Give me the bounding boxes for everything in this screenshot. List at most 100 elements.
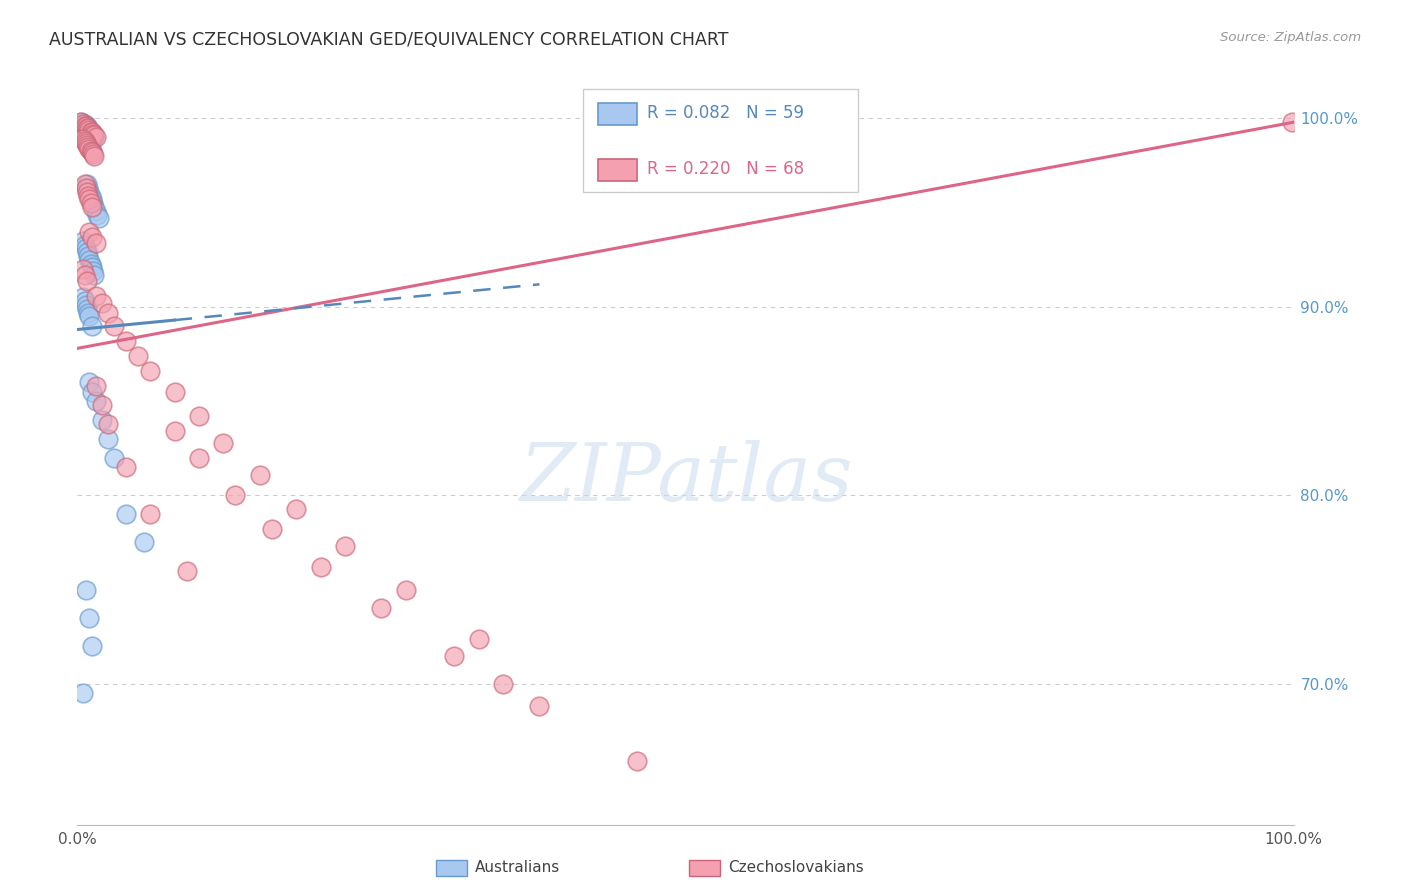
Point — [73, 237, 96, 252]
Point — [75, 119, 97, 133]
Point — [84, 235, 107, 250]
Point — [79, 122, 101, 136]
Point — [79, 252, 101, 267]
Point — [73, 132, 96, 146]
Point — [73, 119, 96, 133]
Point — [188, 409, 211, 424]
Point — [77, 181, 100, 195]
Point — [89, 211, 111, 226]
Point — [529, 699, 551, 714]
Point — [309, 560, 332, 574]
Point — [76, 273, 98, 287]
Point — [77, 188, 100, 202]
Point — [103, 318, 125, 333]
Text: R = 0.082   N = 59: R = 0.082 N = 59 — [647, 104, 804, 122]
Point — [103, 450, 125, 465]
Point — [75, 298, 97, 312]
Point — [188, 450, 211, 465]
Point — [77, 120, 100, 135]
Point — [72, 262, 94, 277]
Point — [139, 507, 162, 521]
Text: ZIPatlas: ZIPatlas — [519, 440, 852, 517]
Point — [80, 384, 103, 399]
Point — [395, 582, 418, 597]
Point — [75, 134, 97, 148]
Point — [77, 249, 100, 263]
Point — [73, 117, 96, 131]
Point — [76, 245, 98, 260]
Point — [467, 632, 489, 646]
Point — [72, 291, 94, 305]
Point — [72, 132, 94, 146]
Point — [82, 127, 104, 141]
Point — [79, 125, 101, 139]
Point — [84, 130, 107, 145]
Point — [370, 601, 392, 615]
Point — [79, 139, 101, 153]
Point — [90, 296, 112, 310]
Point — [84, 203, 107, 218]
Point — [176, 564, 198, 578]
Point — [77, 137, 100, 152]
Point — [72, 117, 94, 131]
Point — [80, 145, 103, 160]
Text: Source: ZipAtlas.com: Source: ZipAtlas.com — [1220, 31, 1361, 45]
Point — [83, 128, 105, 143]
Point — [72, 117, 94, 131]
Point — [72, 686, 94, 700]
Point — [76, 136, 98, 150]
Point — [80, 318, 103, 333]
Point — [86, 208, 108, 222]
Point — [82, 147, 104, 161]
Point — [75, 181, 97, 195]
Text: R = 0.220   N = 68: R = 0.220 N = 68 — [647, 161, 804, 178]
Point — [75, 242, 97, 256]
Point — [80, 639, 103, 653]
Point — [76, 119, 98, 133]
Point — [212, 435, 235, 450]
Point — [80, 142, 103, 156]
Point — [83, 200, 105, 214]
Point — [163, 424, 186, 438]
Point — [73, 178, 96, 192]
Point — [285, 501, 308, 516]
Point — [260, 522, 283, 536]
Point — [79, 611, 101, 625]
Point — [163, 384, 186, 399]
Point — [73, 268, 96, 282]
Point — [75, 119, 97, 133]
Point — [70, 115, 93, 129]
Point — [75, 136, 97, 150]
Point — [97, 305, 120, 319]
Point — [83, 149, 105, 163]
Point — [73, 294, 96, 309]
Point — [73, 134, 96, 148]
Point — [84, 288, 107, 302]
Point — [79, 193, 101, 207]
Point — [82, 128, 104, 143]
Point — [80, 230, 103, 244]
Point — [83, 130, 105, 145]
Point — [90, 398, 112, 412]
Point — [97, 417, 120, 431]
Point — [80, 200, 103, 214]
Point — [77, 139, 100, 153]
Point — [77, 305, 100, 319]
Point — [249, 467, 271, 482]
Point — [76, 137, 98, 152]
Point — [77, 120, 100, 135]
Point — [70, 115, 93, 129]
Point — [224, 488, 246, 502]
Point — [1281, 115, 1303, 129]
Point — [82, 196, 104, 211]
Point — [80, 256, 103, 270]
Point — [72, 234, 94, 248]
Point — [79, 376, 101, 390]
Point — [80, 144, 103, 158]
Point — [76, 120, 98, 135]
Point — [80, 260, 103, 275]
Point — [79, 225, 101, 239]
Point — [80, 196, 103, 211]
Point — [80, 125, 103, 139]
Point — [80, 188, 103, 202]
